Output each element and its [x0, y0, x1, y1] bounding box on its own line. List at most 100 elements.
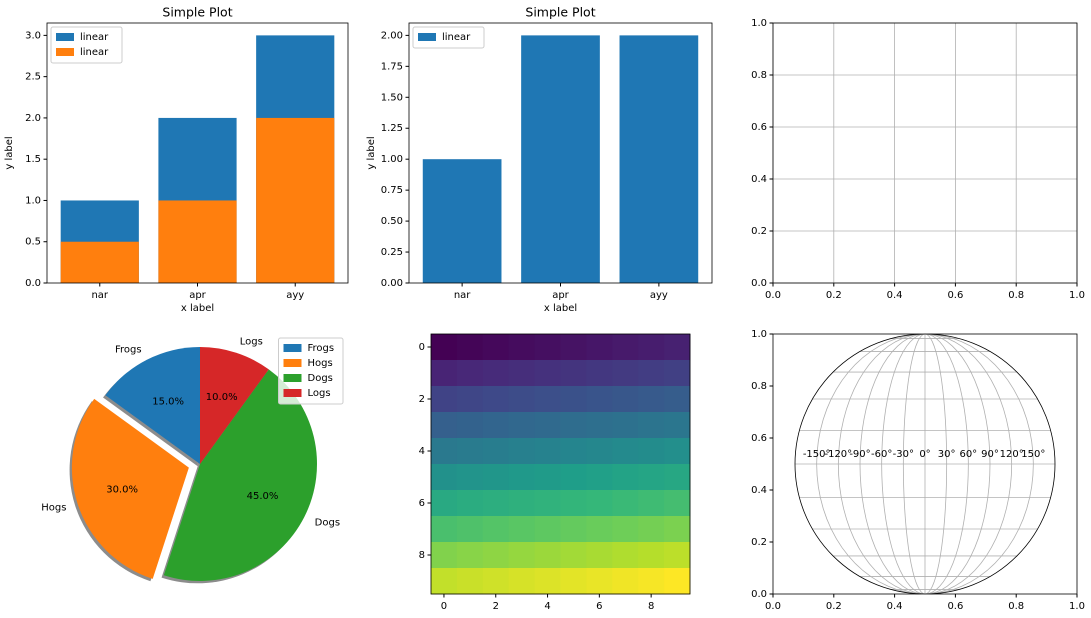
cell: [534, 412, 561, 439]
legend-swatch: [56, 33, 74, 41]
chart-title: Simple Plot: [162, 5, 232, 20]
cell: [612, 386, 639, 413]
cell: [508, 490, 535, 517]
y-tick-label: 0.2: [751, 226, 767, 237]
cell: [456, 412, 484, 439]
cell: [638, 542, 665, 569]
cell: [431, 438, 458, 465]
cell: [664, 464, 691, 491]
y-tick-label: 0.8: [751, 381, 767, 392]
y-tick-label: 0.50: [381, 216, 403, 227]
x-axis-label: x label: [544, 303, 577, 314]
cell: [664, 542, 691, 569]
cell: [586, 542, 613, 569]
wedge: [163, 369, 318, 582]
cell: [431, 542, 458, 569]
x-tick-label: 0.8: [1008, 290, 1024, 301]
wedge-label: Hogs: [41, 502, 66, 513]
cell: [612, 464, 639, 491]
legend-label: linear: [442, 32, 471, 43]
lon-label: -120°: [824, 449, 852, 460]
cell: [586, 334, 613, 361]
lon-label: 90°: [981, 449, 999, 460]
cell: [586, 568, 613, 595]
legend-swatch: [418, 33, 436, 41]
cell: [638, 438, 665, 465]
cell: [534, 490, 561, 517]
cell: [612, 438, 639, 465]
legend-label: Hogs: [308, 358, 333, 369]
lon-label: -150°: [803, 449, 831, 460]
wedge-label: Dogs: [315, 517, 340, 528]
x-tick-label: 0.6: [947, 601, 963, 612]
legend-box: [278, 337, 344, 405]
legend-swatch: [56, 48, 74, 56]
cell: [431, 490, 458, 517]
cell: [664, 516, 691, 543]
x-tick-label: 0.2: [826, 601, 842, 612]
wedge: [105, 347, 200, 464]
cell: [431, 334, 458, 361]
cell: [612, 360, 639, 387]
y-tick-label: 0.6: [751, 122, 767, 133]
cell: [560, 386, 587, 413]
x-tick-label: nar: [91, 290, 108, 301]
meridian: [902, 333, 926, 595]
x-tick-label: 4: [544, 601, 550, 612]
wedge-pct: 10.0%: [206, 392, 238, 403]
cell: [482, 334, 510, 361]
cell: [482, 386, 510, 413]
cell: [612, 516, 639, 543]
cell: [431, 464, 458, 491]
wedge: [200, 347, 269, 464]
y-tick-label: 1.0: [751, 329, 767, 340]
cell: [431, 386, 458, 413]
x-tick-label: ayy: [286, 290, 304, 301]
meridian: [881, 333, 926, 595]
globe-outline: [794, 333, 1056, 595]
cell: [534, 464, 561, 491]
y-tick-label: 3.0: [25, 30, 41, 41]
y-tick-label: 0.0: [25, 278, 41, 289]
bar: [256, 117, 335, 284]
axes-frame: [772, 22, 1078, 284]
cell: [508, 360, 535, 387]
cell: [612, 568, 639, 595]
y-tick-label: 4: [419, 446, 425, 457]
cell: [560, 334, 587, 361]
wedge-label: Logs: [240, 337, 263, 348]
cell: [456, 438, 484, 465]
legend-label: linear: [80, 32, 109, 43]
lon-label: -30°: [893, 449, 914, 460]
cell: [456, 334, 484, 361]
legend-swatch: [283, 374, 302, 382]
y-tick-label: 2.5: [25, 72, 41, 83]
cell: [560, 542, 587, 569]
x-tick-label: 0.4: [887, 601, 903, 612]
cell: [560, 438, 587, 465]
y-tick-label: 0.0: [751, 278, 767, 289]
cell: [664, 568, 691, 595]
meridian: [924, 333, 948, 595]
bar: [619, 35, 699, 283]
meridian: [816, 333, 926, 595]
legend-swatch: [283, 344, 302, 352]
cell: [456, 464, 484, 491]
legend-label: Logs: [308, 388, 331, 399]
cell: [638, 490, 665, 517]
y-tick-label: 0.4: [751, 174, 767, 185]
cell: [638, 464, 665, 491]
cell: [560, 464, 587, 491]
y-tick-label: 1.00: [381, 154, 403, 165]
y-tick-label: 0.75: [381, 185, 403, 196]
cell: [456, 386, 484, 413]
cell: [482, 542, 510, 569]
cell: [508, 516, 535, 543]
cell: [456, 516, 484, 543]
y-tick-label: 0.6: [751, 433, 767, 444]
cell: [431, 568, 458, 595]
cell: [456, 568, 484, 595]
lon-label: 150°: [1021, 449, 1045, 460]
